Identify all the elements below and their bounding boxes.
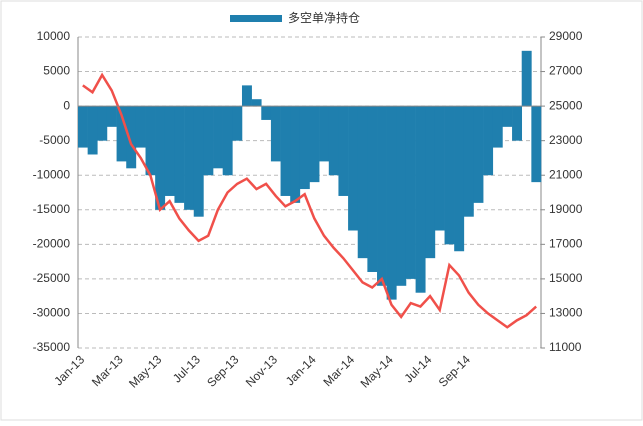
- bar: [87, 106, 98, 155]
- bar: [483, 106, 494, 176]
- bar: [232, 106, 243, 141]
- bar: [415, 106, 426, 293]
- bar: [280, 106, 291, 196]
- bar: [251, 99, 262, 107]
- y-tick-label: 0: [63, 98, 70, 112]
- bar: [338, 106, 349, 196]
- bar: [473, 106, 484, 203]
- legend-label: 多空单净持仓: [288, 10, 360, 25]
- bar: [396, 106, 407, 286]
- bar: [222, 106, 233, 176]
- bar: [299, 106, 310, 190]
- bar: [434, 106, 445, 231]
- bar: [348, 106, 359, 231]
- bar: [164, 106, 175, 196]
- bar: [512, 106, 523, 141]
- bar: [241, 85, 252, 107]
- bar: [270, 106, 281, 162]
- y2-tick-label: 19000: [549, 202, 583, 216]
- bar: [145, 106, 156, 176]
- y2-tick-label: 25000: [549, 98, 583, 112]
- bar: [203, 106, 214, 176]
- y2-tick-label: 21000: [549, 167, 583, 181]
- y-tick-label: 5000: [43, 64, 70, 78]
- bar: [97, 106, 108, 141]
- bar: [502, 106, 513, 127]
- bar: [116, 106, 127, 162]
- bar: [521, 50, 532, 107]
- y2-tick-label: 23000: [549, 133, 583, 147]
- y2-tick-label: 29000: [549, 29, 583, 43]
- bar: [444, 106, 455, 245]
- y-tick-label: -5000: [39, 133, 70, 147]
- bar: [126, 106, 137, 169]
- y2-tick-label: 27000: [549, 64, 583, 78]
- bar: [492, 106, 503, 148]
- bar: [193, 106, 204, 217]
- line: [82, 72, 538, 329]
- bar: [106, 106, 117, 127]
- y-tick-label: -25000: [33, 271, 71, 285]
- y-tick-label: -10000: [33, 167, 71, 181]
- bar: [357, 106, 368, 259]
- y-tick-label: 10000: [37, 29, 71, 43]
- y-tick-label: -15000: [33, 202, 71, 216]
- y2-tick-label: 11000: [549, 340, 582, 354]
- bar: [454, 106, 465, 252]
- y2-tick-label: 13000: [549, 306, 583, 320]
- bar: [377, 106, 387, 286]
- y-tick-label: -20000: [33, 237, 71, 251]
- y-tick-label: -35000: [33, 340, 71, 354]
- bar: [174, 106, 185, 203]
- bar: [531, 106, 542, 183]
- bar: [405, 106, 416, 279]
- bar: [184, 106, 195, 210]
- bar: [463, 106, 474, 217]
- y-tick-label: -30000: [33, 306, 71, 320]
- bar: [328, 106, 339, 176]
- bar: [386, 106, 397, 300]
- bar: [78, 106, 88, 148]
- bar: [425, 106, 436, 259]
- y2-tick-label: 15000: [549, 271, 583, 285]
- bar: [213, 106, 223, 169]
- legend-swatch: [230, 15, 282, 22]
- bar: [290, 106, 301, 203]
- bar: [135, 106, 146, 148]
- bar: [367, 106, 378, 272]
- bar: [155, 106, 166, 210]
- bar: [319, 106, 330, 162]
- bar: [261, 106, 272, 120]
- y2-tick-label: 17000: [549, 237, 583, 251]
- bar: [309, 106, 320, 183]
